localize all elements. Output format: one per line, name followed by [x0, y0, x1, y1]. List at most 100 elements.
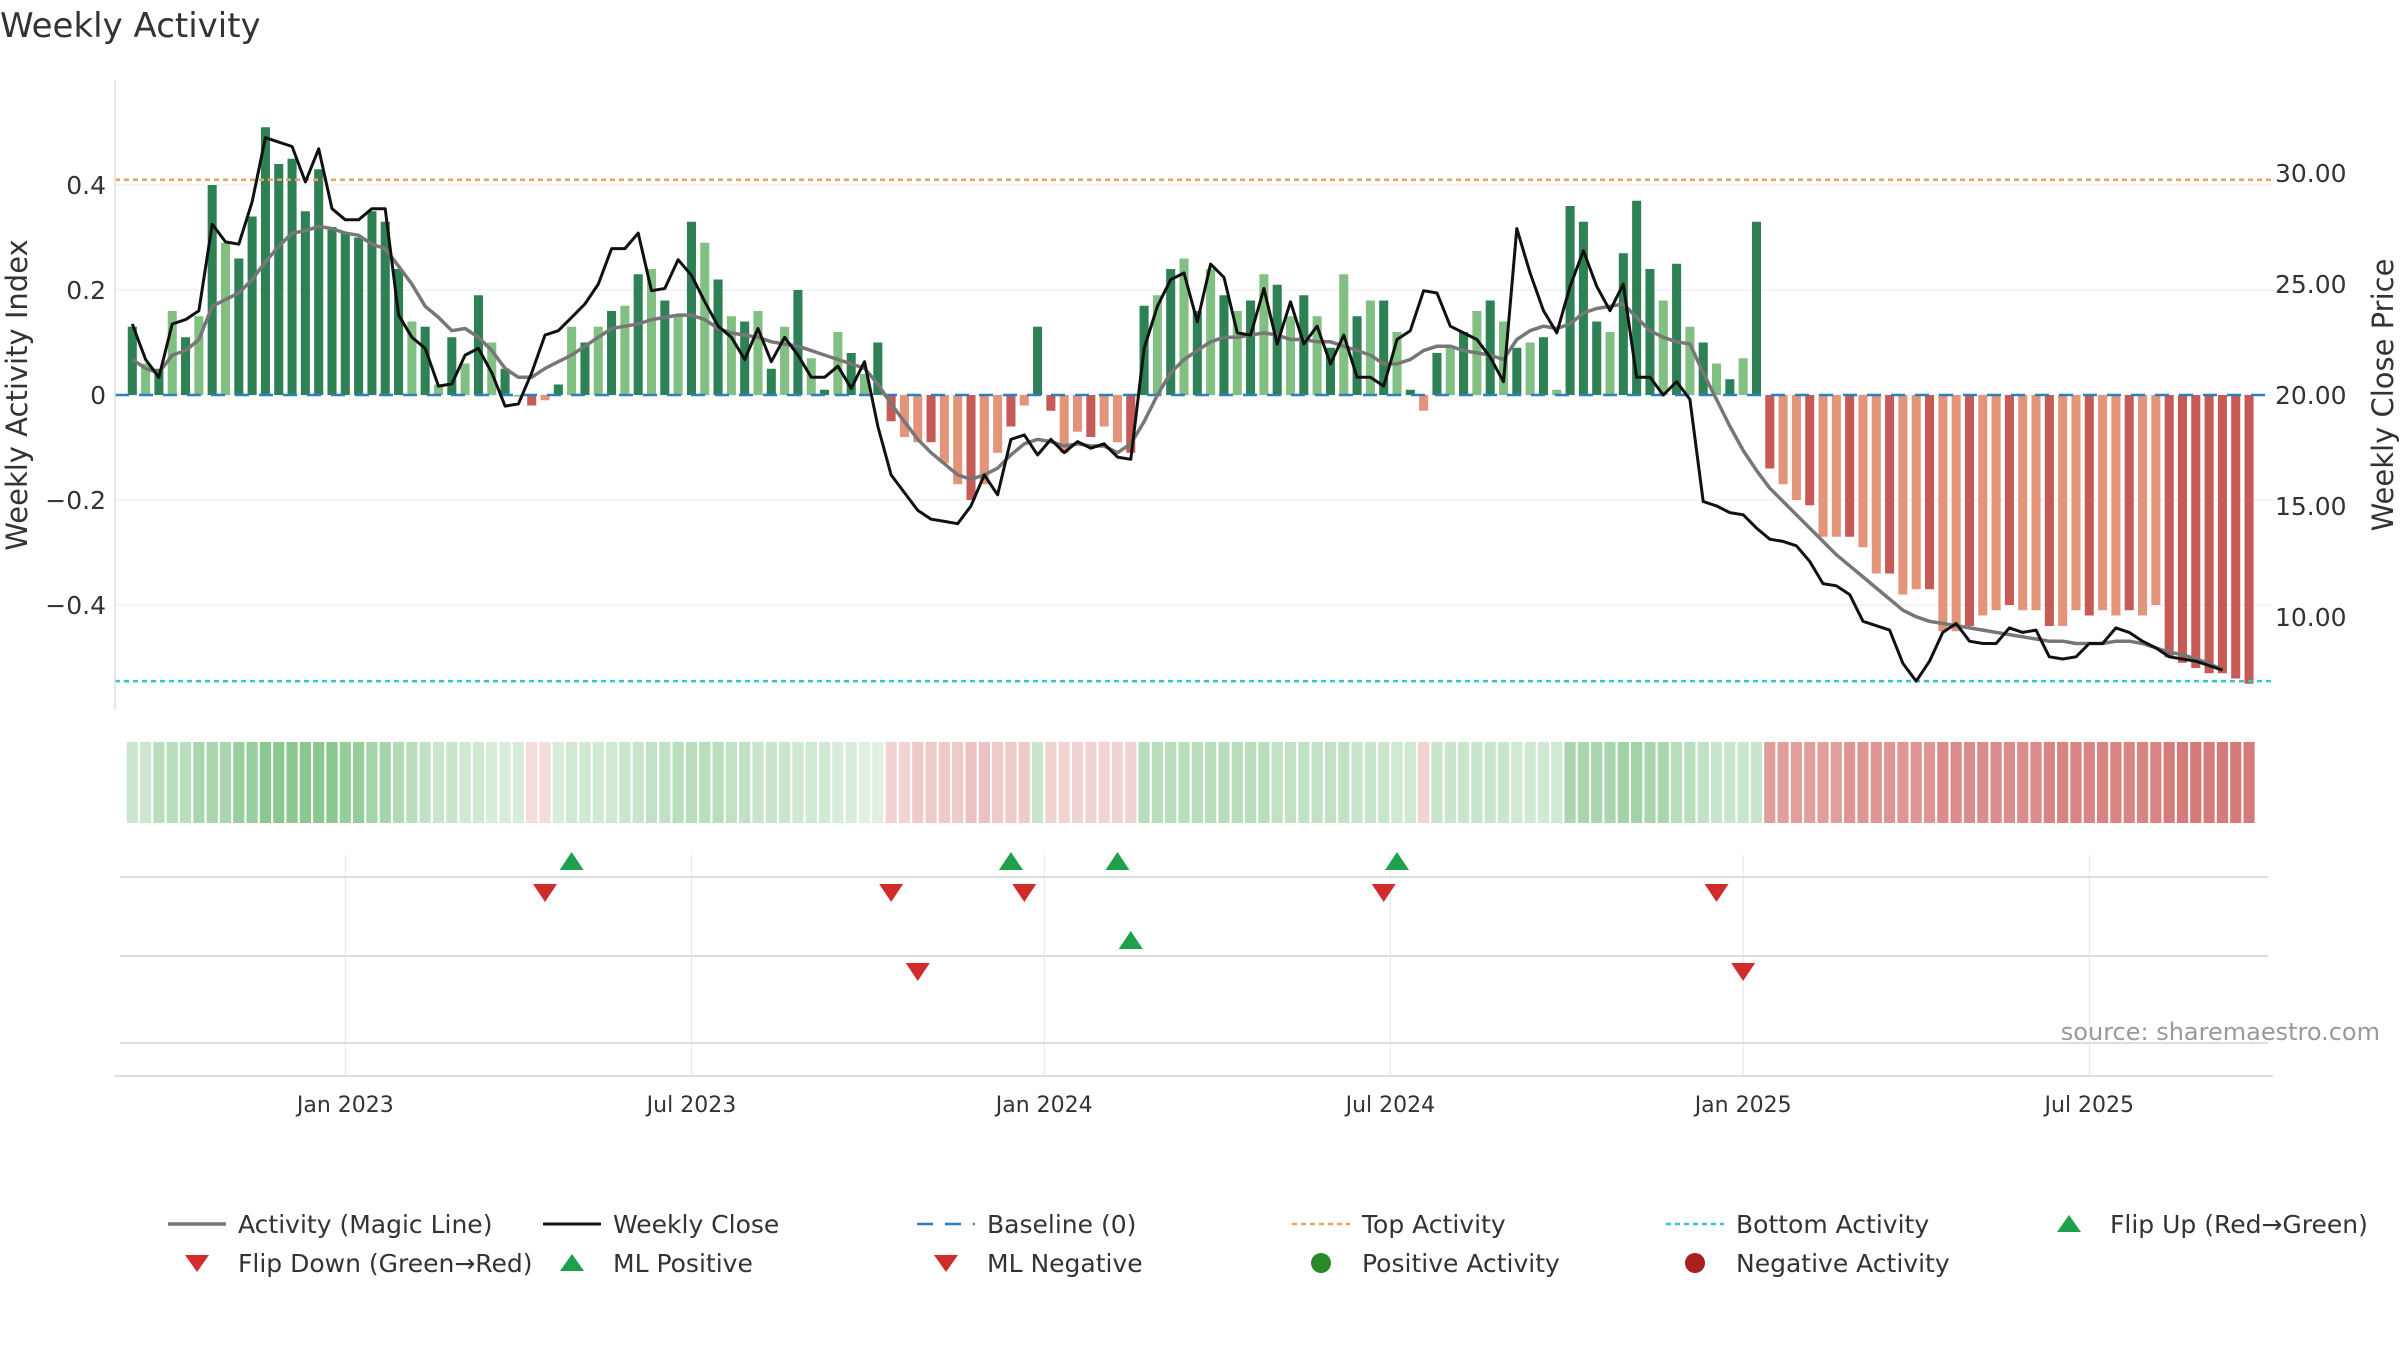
y2-tick-label: 20.00: [2275, 381, 2347, 410]
strength-band-cell: [1484, 742, 1496, 823]
activity-bar: [1072, 395, 1083, 432]
strength-band-cell: [2070, 742, 2082, 823]
activity-bar: [1991, 395, 2001, 611]
strength-band-cell: [1857, 742, 1869, 823]
flip-up-marker: [998, 852, 1023, 870]
activity-bar: [1046, 395, 1056, 411]
legend-label-close: Weekly Close: [613, 1210, 779, 1239]
strength-band-cell: [539, 742, 551, 823]
y2-tick-label: 15.00: [2275, 492, 2347, 521]
strength-band-cell: [2243, 742, 2255, 823]
strength-band-cell: [1218, 742, 1230, 823]
legend-label-magic: Activity (Magic Line): [238, 1210, 492, 1239]
activity-bar: [726, 316, 736, 395]
activity-bar: [1152, 295, 1162, 395]
activity-bar: [1099, 395, 1109, 427]
strength-band-cell: [2136, 742, 2149, 823]
legend-label-baseline: Baseline (0): [987, 1210, 1136, 1239]
activity-bar: [1951, 395, 1961, 632]
activity-bar: [766, 368, 776, 395]
activity-bar: [433, 384, 444, 395]
strength-band-cell: [2163, 742, 2175, 823]
strength-band-cell: [1391, 742, 1403, 823]
x-tick-label: Jan 2023: [295, 1093, 394, 1118]
flip-down-marker: [1371, 884, 1396, 902]
activity-bar: [154, 368, 164, 395]
activity-bar: [1565, 206, 1575, 395]
strength-band-cell: [1058, 742, 1070, 823]
strength-band-cell: [685, 742, 698, 823]
activity-bar: [2004, 395, 2014, 605]
activity-bar: [1126, 395, 1136, 453]
activity-bar: [1592, 321, 1602, 395]
strength-band-cell: [153, 742, 165, 823]
strength-band-cell: [1418, 742, 1430, 823]
strength-band-cell: [1657, 742, 1669, 823]
activity-bar: [1672, 263, 1682, 395]
strength-band-cell: [1604, 742, 1616, 823]
flip-down-marker: [1704, 884, 1729, 902]
activity-bar: [1285, 316, 1296, 395]
strength-band-cell: [2190, 742, 2202, 823]
strength-band-cell: [1244, 742, 1257, 823]
strength-band-cell: [1631, 742, 1643, 823]
activity-bar: [1925, 395, 1935, 590]
strength-band-cell: [1364, 742, 1376, 823]
activity-bar: [1432, 353, 1442, 395]
activity-bar: [1765, 395, 1775, 469]
activity-bar: [1352, 316, 1362, 395]
activity-bar: [2191, 395, 2201, 668]
activity-bar: [686, 221, 696, 395]
activity-bar: [899, 395, 909, 437]
activity-bar: [1459, 332, 1469, 395]
activity-bar: [1871, 395, 1881, 574]
strength-band-cell: [1258, 742, 1270, 823]
weekly-close-line: [130, 136, 2223, 683]
activity-bar: [1552, 389, 1562, 395]
activity-bar: [473, 295, 483, 395]
activity-bar: [287, 158, 297, 395]
strength-band-cell: [392, 742, 405, 823]
strength-band-cell: [1444, 742, 1456, 823]
activity-bar: [1738, 358, 1748, 395]
activity-bar: [660, 300, 670, 395]
activity-bar: [886, 395, 896, 422]
strength-band-cell: [2123, 742, 2135, 823]
activity-bar: [1033, 326, 1043, 395]
strength-band-cell: [898, 742, 911, 823]
strength-band-cell: [858, 742, 871, 823]
activity-bar: [873, 342, 883, 395]
strength-band-cell: [1178, 742, 1190, 823]
activity-bar: [2217, 395, 2227, 674]
activity-bar: [1246, 300, 1256, 395]
strength-band-cell: [1205, 742, 1217, 823]
activity-bar: [580, 342, 590, 395]
strength-band-cell: [1125, 742, 1137, 823]
strength-band-cell: [1884, 742, 1896, 823]
strength-band-cell: [366, 742, 378, 823]
activity-bar: [979, 395, 989, 485]
activity-bar: [1445, 347, 1455, 395]
x-tick-label: Jul 2023: [645, 1093, 737, 1118]
activity-bar: [1778, 395, 1788, 485]
legend-label-bottom: Bottom Activity: [1736, 1210, 1929, 1239]
activity-bar: [793, 290, 803, 395]
legend-label-flipdown: Flip Down (Green→Red): [238, 1249, 533, 1278]
activity-bar: [1751, 221, 1761, 395]
activity-bar: [1658, 300, 1668, 395]
activity-bar: [646, 269, 657, 395]
activity-bar: [380, 221, 390, 395]
activity-bar: [1006, 395, 1016, 427]
activity-bar: [953, 395, 963, 485]
strength-band-cell: [2003, 742, 2015, 823]
x-tick-label: Jan 2024: [994, 1093, 1093, 1118]
strength-band-cell: [792, 742, 804, 823]
activity-bar: [2151, 395, 2161, 605]
activity-bar: [2204, 395, 2214, 674]
strength-band-cell: [2176, 742, 2189, 823]
strength-band-cell: [1564, 742, 1576, 823]
strength-band-cell: [1937, 742, 1949, 823]
strength-band-cell: [1923, 742, 1936, 823]
strength-band-cell: [2017, 742, 2029, 823]
flip-up-marker: [1105, 852, 1130, 870]
